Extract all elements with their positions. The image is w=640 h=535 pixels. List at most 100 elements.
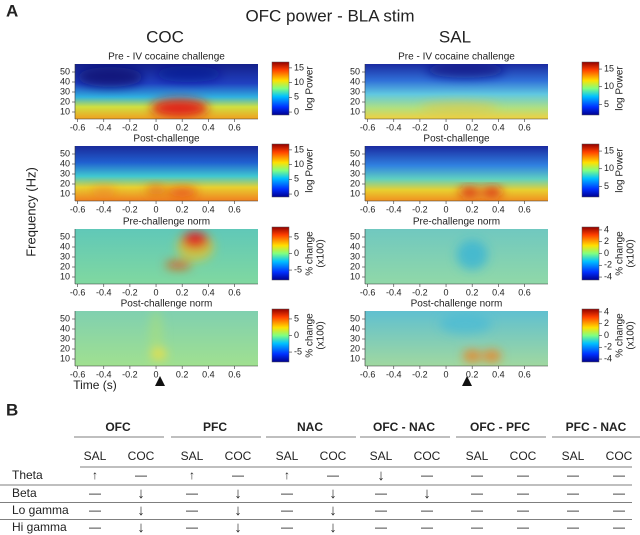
colorbar-tick-label: 2 <box>604 318 609 328</box>
cell: ↑ <box>92 468 98 482</box>
y-tick-label: 50 <box>60 313 70 323</box>
y-tick-label: 40 <box>60 76 70 86</box>
cell: ↓ <box>329 502 337 519</box>
y-tick-label: 50 <box>60 231 70 241</box>
colorbar-tick-label: -5 <box>294 346 302 356</box>
colorbar-tick-label: 2 <box>604 236 609 246</box>
cell: — <box>375 503 387 517</box>
plot-title: Pre-challenge norm <box>123 217 210 228</box>
colorbar-tick-label: 4 <box>604 306 609 316</box>
cell: — <box>281 486 293 500</box>
colorbar-tick-label: 5 <box>604 181 609 191</box>
x-tick-label: -0.4 <box>386 369 402 379</box>
x-tick-label: -0.2 <box>412 204 428 214</box>
spectrogram <box>365 146 548 201</box>
cell: — <box>421 520 433 534</box>
cell: — <box>375 486 387 500</box>
plot-title: Post-challenge <box>133 134 200 145</box>
sub-header: SAL <box>84 449 107 463</box>
spectrogram <box>365 229 548 284</box>
x-tick-label: 0.4 <box>492 122 505 132</box>
colorbar-label: (x100) <box>626 321 637 349</box>
x-tick-label: 0.4 <box>492 287 505 297</box>
x-tick-label: 0 <box>154 204 159 214</box>
x-tick-label: 0.4 <box>492 204 505 214</box>
sub-header: COC <box>225 449 252 463</box>
y-tick-label: 30 <box>60 86 70 96</box>
colorbar-tick-label: 5 <box>294 313 299 323</box>
y-axis-label: Frequency (Hz) <box>23 167 38 257</box>
x-tick-label: 0.6 <box>228 287 241 297</box>
cell: ↓ <box>137 502 145 519</box>
y-tick-label: 40 <box>60 158 70 168</box>
y-tick-label: 50 <box>350 148 360 158</box>
x-tick-label: 0 <box>154 287 159 297</box>
cell: — <box>186 520 198 534</box>
x-tick-label: -0.6 <box>70 204 86 214</box>
y-tick-label: 40 <box>60 241 70 251</box>
y-tick-label: 50 <box>60 148 70 158</box>
y-tick-label: 50 <box>350 66 360 76</box>
cell: — <box>517 486 529 500</box>
x-tick-label: -0.6 <box>70 287 86 297</box>
x-tick-label: 0.2 <box>176 287 189 297</box>
colorbar <box>581 61 600 116</box>
x-tick-label: -0.6 <box>360 369 376 379</box>
plot-title: Post-challenge norm <box>121 299 213 310</box>
cell: ↑ <box>284 468 290 482</box>
x-tick-label: 0.6 <box>228 122 241 132</box>
cell: ↑ <box>189 468 195 482</box>
colorbar-label: (x100) <box>316 239 327 267</box>
plot-title: Pre - IV cocaine challenge <box>108 52 225 63</box>
row-label: Hi gamma <box>12 520 67 534</box>
column-title: SAL <box>439 27 471 46</box>
x-tick-label: 0.6 <box>518 122 531 132</box>
cell: — <box>89 503 101 517</box>
y-tick-label: 30 <box>60 333 70 343</box>
colorbar-tick-label: 10 <box>294 77 304 87</box>
sub-header: SAL <box>276 449 299 463</box>
y-tick-label: 30 <box>350 333 360 343</box>
stim-marker <box>155 376 165 386</box>
sub-header: SAL <box>370 449 393 463</box>
y-tick-label: 20 <box>60 343 70 353</box>
x-tick-label: 0.6 <box>518 204 531 214</box>
spectrogram <box>365 64 548 119</box>
x-tick-label: 0 <box>444 204 449 214</box>
spectrogram <box>75 229 258 284</box>
colorbar <box>581 308 600 363</box>
spectrogram <box>75 146 258 201</box>
y-tick-label: 10 <box>60 271 70 281</box>
plot-title: Pre - IV cocaine challenge <box>398 52 515 63</box>
sub-header: COC <box>510 449 537 463</box>
plot-title: Post-challenge norm <box>411 299 503 310</box>
cell: ↓ <box>234 485 242 502</box>
cell: ↓ <box>377 467 385 484</box>
x-tick-label: -0.6 <box>360 204 376 214</box>
y-tick-label: 20 <box>60 178 70 188</box>
colorbar-tick-label: 10 <box>604 81 614 91</box>
colorbar-tick-label: 15 <box>294 144 304 154</box>
x-tick-label: -0.2 <box>122 369 138 379</box>
x-tick-label: 0.2 <box>466 204 479 214</box>
x-tick-label: 0.2 <box>466 287 479 297</box>
colorbar-label: % change <box>305 313 316 358</box>
y-tick-label: 40 <box>350 323 360 333</box>
colorbar-label: log Power <box>305 66 316 111</box>
spectrogram <box>75 311 258 366</box>
panel-label: A <box>6 1 18 20</box>
cell: — <box>517 503 529 517</box>
cell: — <box>471 486 483 500</box>
cell: — <box>471 468 483 482</box>
colorbar-label: % change <box>305 231 316 276</box>
x-tick-label: 0.2 <box>176 369 189 379</box>
colorbar-tick-label: 10 <box>604 163 614 173</box>
colorbar <box>581 226 600 281</box>
x-tick-label: -0.4 <box>386 204 402 214</box>
y-tick-label: 30 <box>60 168 70 178</box>
colorbar-tick-label: -2 <box>604 342 612 352</box>
x-tick-label: -0.2 <box>412 369 428 379</box>
x-tick-label: -0.4 <box>96 287 112 297</box>
y-tick-label: 10 <box>350 353 360 363</box>
colorbar-tick-label: -2 <box>604 260 612 270</box>
